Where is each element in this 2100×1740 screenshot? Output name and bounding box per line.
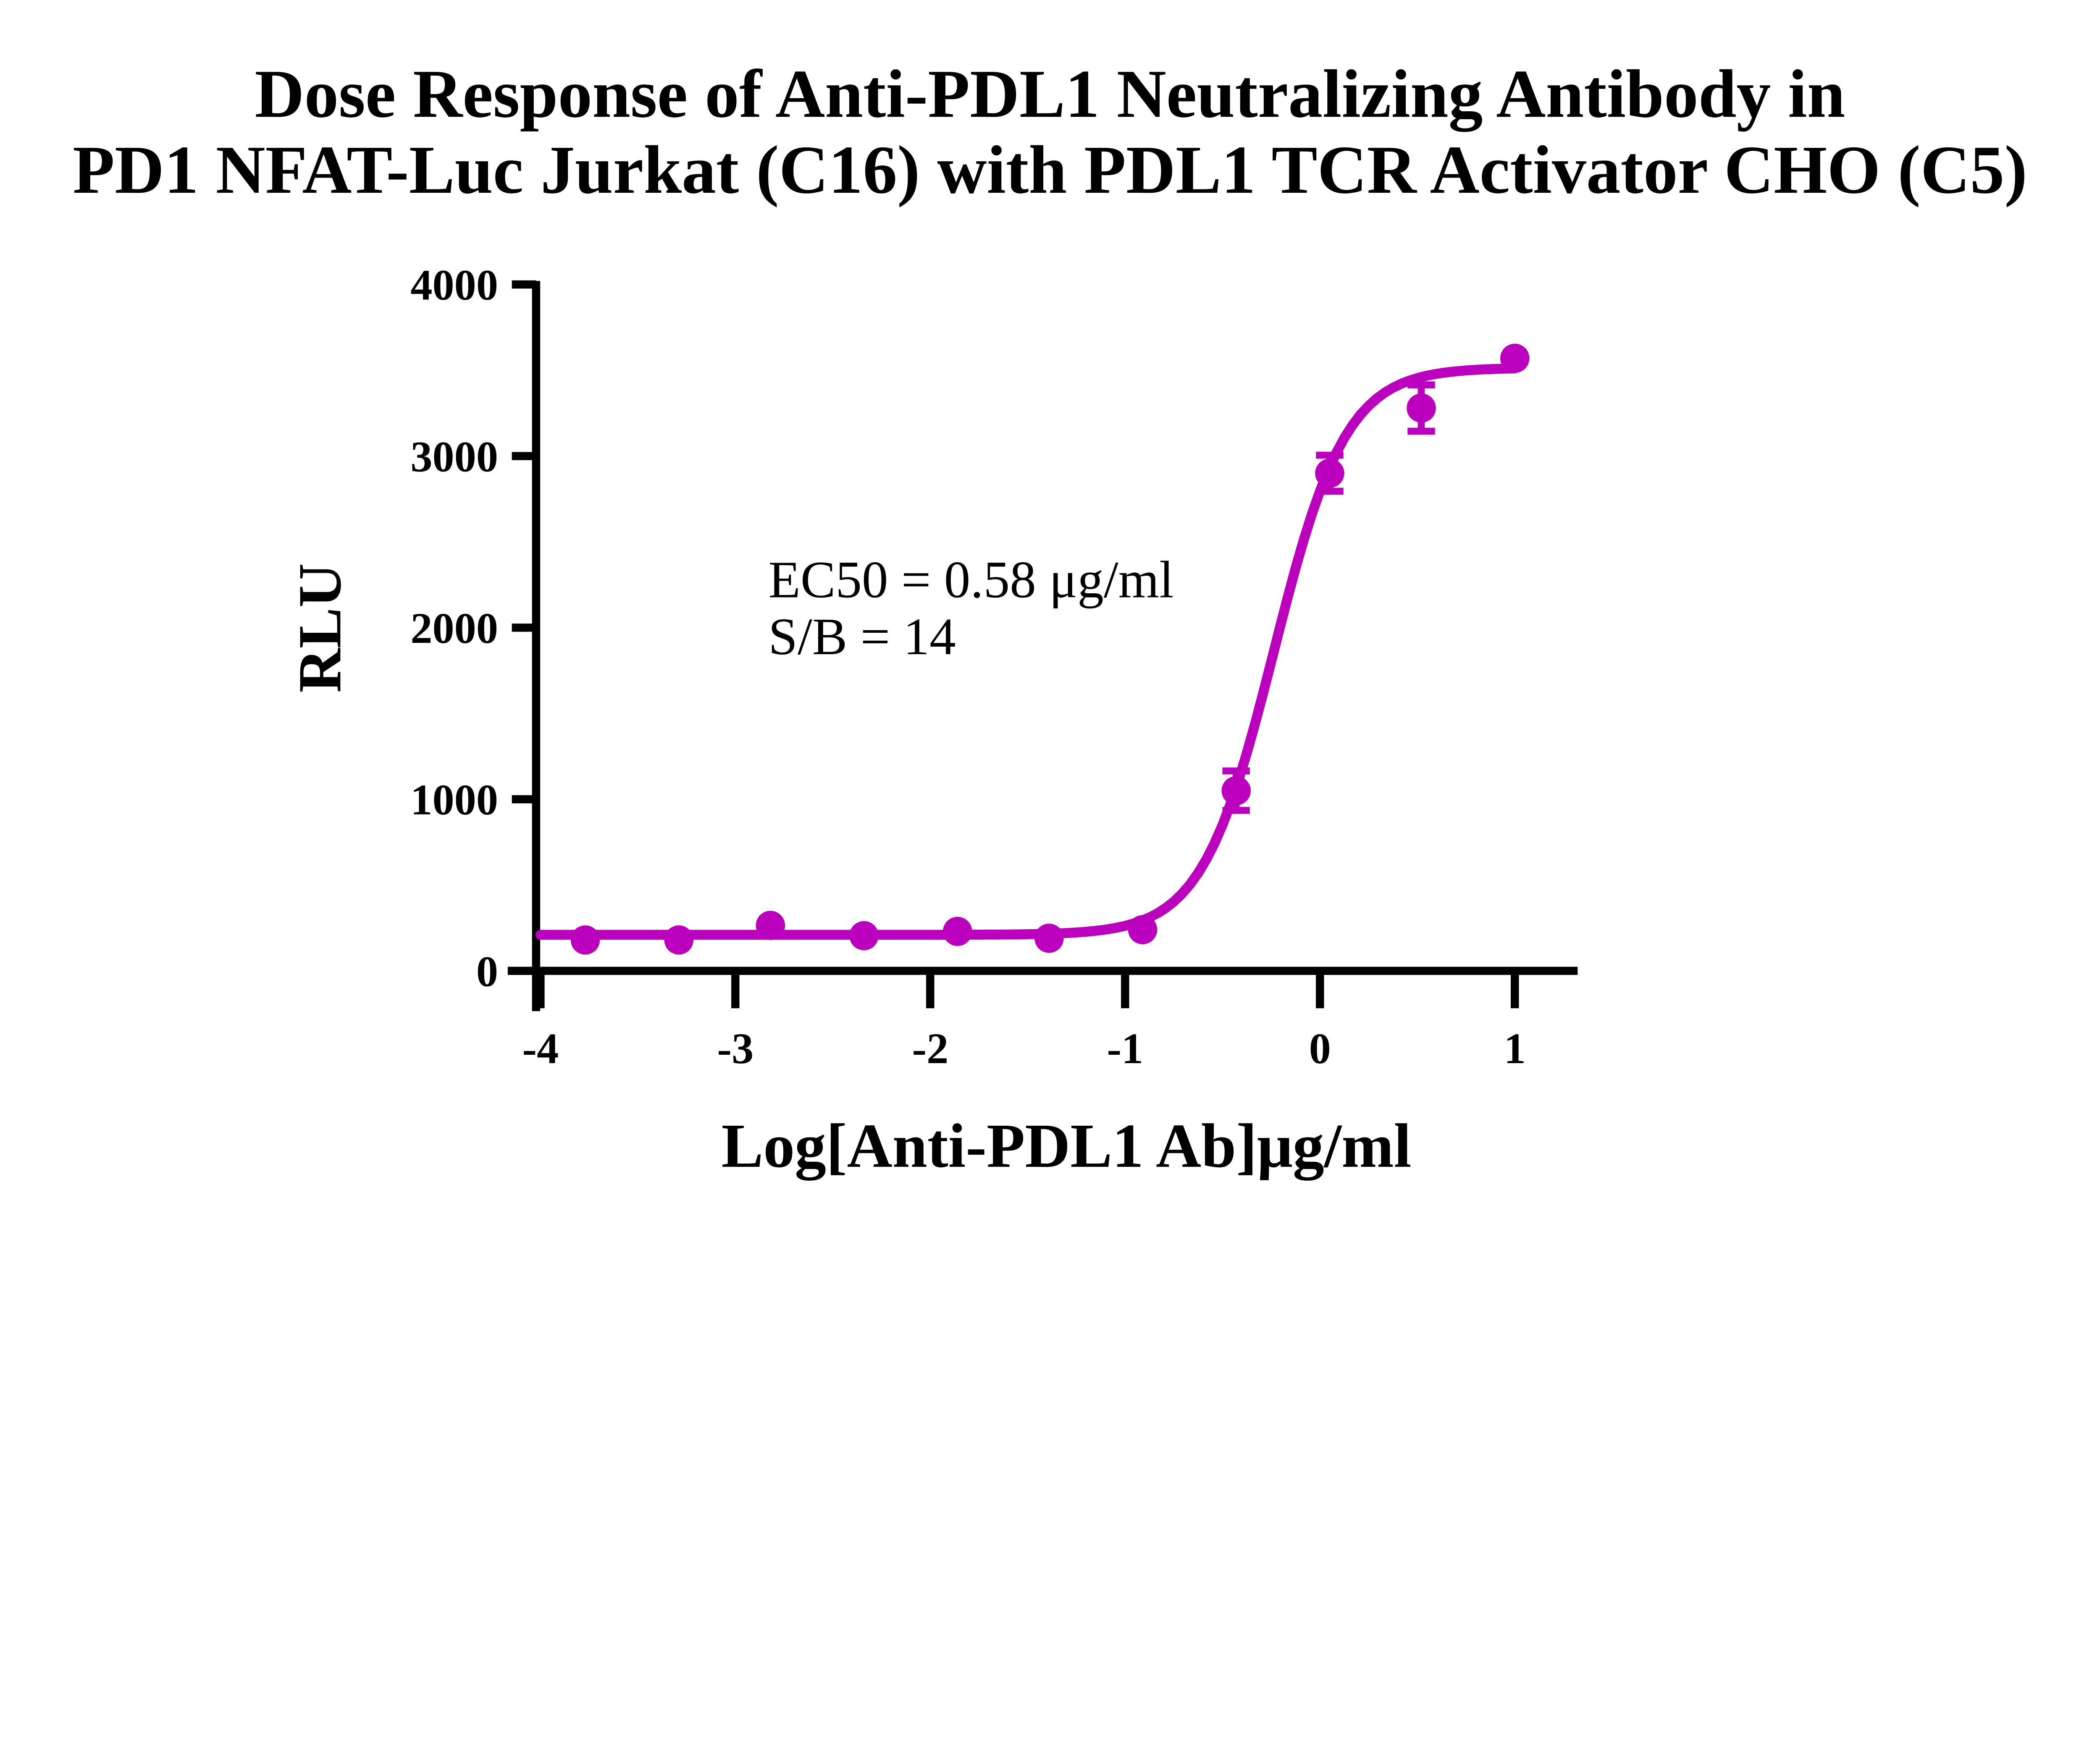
data-point (756, 911, 785, 940)
data-point (664, 925, 694, 955)
sb-annotation: S/B = 14 (768, 608, 956, 666)
y-tick-label: 4000 (410, 261, 498, 309)
x-tick-label: -4 (522, 1024, 559, 1073)
data-point (570, 925, 600, 955)
data-point (1500, 343, 1530, 373)
chart-title-line2: PD1 NFAT-Luc Jurkat (C16) with PDL1 TCR … (73, 132, 2027, 208)
chart-title-line1: Dose Response of Anti-PDL1 Neutralizing … (255, 56, 1845, 132)
dose-response-chart: Dose Response of Anti-PDL1 Neutralizing … (0, 0, 2100, 1211)
data-point (1407, 393, 1436, 423)
x-tick-label: -3 (717, 1024, 753, 1073)
x-tick-group: -4 -3 -2 -1 0 1 (522, 975, 1526, 1073)
x-tick-label: -2 (912, 1024, 948, 1073)
x-tick-label: -1 (1107, 1024, 1143, 1073)
fit-curve (536, 363, 1520, 940)
data-point (942, 917, 972, 946)
y-tick-label: 3000 (410, 432, 498, 481)
plot-content (536, 343, 1530, 955)
chart-background (0, 0, 2100, 1211)
y-axis-label: RLU (286, 563, 354, 692)
data-point (1128, 915, 1158, 944)
x-axis-label: Log[Anti-PDL1 Ab]μg/ml (722, 1111, 1412, 1181)
y-tick-label: 0 (476, 947, 498, 996)
data-point (1034, 923, 1064, 953)
data-point (849, 921, 879, 951)
y-tick-label: 2000 (410, 604, 498, 652)
x-tick-label: 1 (1504, 1024, 1526, 1073)
data-point (1221, 776, 1251, 805)
x-tick-label: 0 (1309, 1024, 1331, 1073)
y-tick-label: 1000 (410, 776, 498, 824)
data-point (1315, 459, 1344, 488)
y-tick-group: 0 1000 2000 3000 4000 (410, 261, 536, 996)
ec50-annotation: EC50 = 0.58 μg/ml (768, 551, 1173, 609)
